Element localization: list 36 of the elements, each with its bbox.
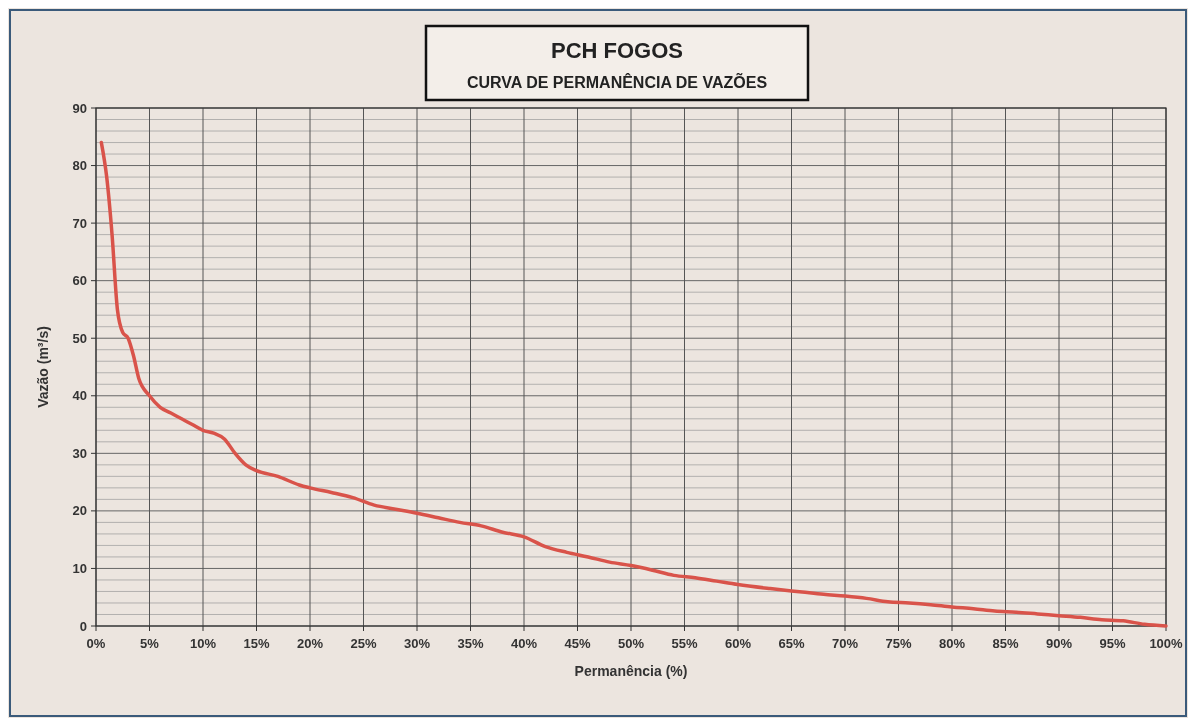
y-tick-label: 80 xyxy=(72,158,87,174)
x-tick-label: 35% xyxy=(457,636,484,651)
y-tick-label: 10 xyxy=(72,560,87,576)
x-tick-label: 0% xyxy=(86,636,106,651)
y-tick-label: 0 xyxy=(79,618,87,634)
x-tick-label: 25% xyxy=(350,636,377,651)
x-tick-label: 40% xyxy=(510,636,538,651)
y-tick-label: 50 xyxy=(72,330,87,346)
x-tick-label: 45% xyxy=(564,636,591,651)
chart-subtitle: CURVA DE PERMANÊNCIA DE VAZÕES xyxy=(466,72,768,91)
y-tick-label: 30 xyxy=(72,445,87,461)
line-series xyxy=(99,140,1168,628)
y-tick-label: 20 xyxy=(72,503,87,519)
y-tick-label: 40 xyxy=(72,388,87,404)
x-tick-label: 55% xyxy=(671,636,698,651)
x-tick-label: 90% xyxy=(1045,636,1073,651)
x-tick-label: 5% xyxy=(140,636,160,651)
x-tick-label: 15% xyxy=(243,636,270,651)
x-tick-label: 60% xyxy=(724,636,752,651)
x-tick-label: 65% xyxy=(778,636,805,651)
chart-title: PCH FOGOS xyxy=(550,38,684,63)
x-tick-label: 80% xyxy=(938,636,966,651)
x-tick-label: 10% xyxy=(189,636,217,651)
x-tick-label: 50% xyxy=(617,636,645,651)
x-tick-label: 95% xyxy=(1099,636,1126,651)
x-tick-label: 100% xyxy=(1149,636,1184,651)
x-tick-label: 30% xyxy=(403,636,431,651)
y-tick-label: 70 xyxy=(72,215,87,231)
y-axis-title: Vazão (m³/s) xyxy=(35,326,51,408)
x-tick-label: 70% xyxy=(831,636,859,651)
x-tick-label: 20% xyxy=(296,636,324,651)
x-axis-title: Permanência (%) xyxy=(574,663,688,679)
y-tick-label: 60 xyxy=(72,273,87,289)
x-tick-label: 75% xyxy=(885,636,912,651)
x-tick-label: 85% xyxy=(992,636,1019,651)
y-tick-label: 90 xyxy=(72,100,87,116)
